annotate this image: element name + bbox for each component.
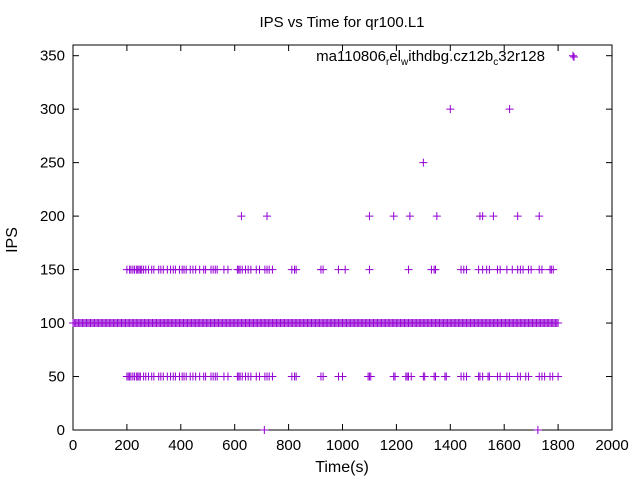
data-point: [554, 372, 563, 381]
x-tick-label: 1000: [326, 437, 359, 454]
legend-marker: [570, 53, 578, 61]
y-tick-label: 100: [40, 315, 65, 332]
data-point: [419, 158, 428, 167]
data-point: [489, 212, 498, 221]
data-point: [568, 51, 577, 60]
data-point: [404, 265, 413, 274]
data-point: [260, 426, 269, 434]
data-point: [485, 265, 494, 274]
data-point: [334, 265, 343, 274]
x-tick-label: 1800: [541, 437, 574, 454]
x-axis-label: Time(s): [315, 459, 369, 476]
data-point: [319, 372, 328, 381]
y-tick-label: 200: [40, 208, 65, 225]
plot-area: [72, 44, 613, 431]
x-axis: 0 200 400 600 800 1000 1200 1400 1600 1800 2000: [69, 45, 629, 454]
x-tick-label: 600: [222, 437, 247, 454]
data-point: [496, 265, 505, 274]
data-point: [533, 426, 542, 434]
data-point: [537, 265, 546, 274]
legend-label: ma110806relwithdbg.cz12bc32r128: [316, 48, 545, 68]
data-point: [319, 265, 328, 274]
data-point: [263, 212, 272, 221]
x-tick-label: 800: [276, 437, 301, 454]
data-point: [442, 372, 451, 381]
y-tick-label: 300: [40, 101, 65, 118]
data-point: [237, 212, 246, 221]
data-point: [432, 212, 441, 221]
y-tick-label: 350: [40, 48, 65, 65]
chart-title: IPS vs Time for qr100.L1: [259, 14, 424, 31]
data-point: [223, 372, 232, 381]
data-point: [462, 372, 471, 381]
data-point: [213, 372, 222, 381]
data-point: [446, 105, 455, 114]
y-tick-label: 150: [40, 262, 65, 279]
data-point: [365, 265, 374, 274]
data-point: [549, 265, 558, 274]
y-tick-label: 250: [40, 155, 65, 172]
data-point: [478, 212, 487, 221]
data-point: [292, 265, 301, 274]
data-point: [462, 265, 471, 274]
data-point: [365, 212, 374, 221]
data-point: [496, 372, 505, 381]
data-point: [223, 265, 232, 274]
data-point: [554, 319, 563, 328]
data-point: [292, 372, 301, 381]
x-tick-label: 1600: [488, 437, 521, 454]
data-point: [405, 212, 414, 221]
data-point: [268, 265, 277, 274]
y-axis: 0 50 100 150 200 250 300 350: [40, 48, 612, 439]
x-tick-label: 0: [69, 437, 77, 454]
data-point: [524, 372, 533, 381]
data-point: [366, 372, 375, 381]
x-tick-label: 1400: [434, 437, 467, 454]
data-point: [431, 372, 440, 381]
data-point: [389, 212, 398, 221]
data-point: [485, 372, 494, 381]
data-point: [268, 372, 277, 381]
data-point: [341, 265, 350, 274]
data-point: [338, 372, 347, 381]
data-point: [407, 372, 416, 381]
data-point: [535, 212, 544, 221]
x-tick-label: 1200: [380, 437, 413, 454]
data-point: [213, 265, 222, 274]
data-point: [505, 105, 514, 114]
y-tick-label: 50: [48, 369, 65, 386]
x-tick-label: 200: [114, 437, 139, 454]
data-point: [527, 265, 536, 274]
y-axis-label: IPS: [4, 227, 21, 253]
data-point: [513, 212, 522, 221]
data-point: [505, 372, 514, 381]
y-tick-label: 0: [57, 422, 65, 439]
plot-border: [72, 44, 613, 431]
data-points: [69, 51, 577, 434]
data-point: [431, 265, 440, 274]
legend: ma110806relwithdbg.cz12bc32r128: [316, 48, 578, 68]
x-tick-label: 2000: [595, 437, 628, 454]
data-point: [420, 372, 429, 381]
data-point: [391, 372, 400, 381]
x-tick-label: 400: [168, 437, 193, 454]
